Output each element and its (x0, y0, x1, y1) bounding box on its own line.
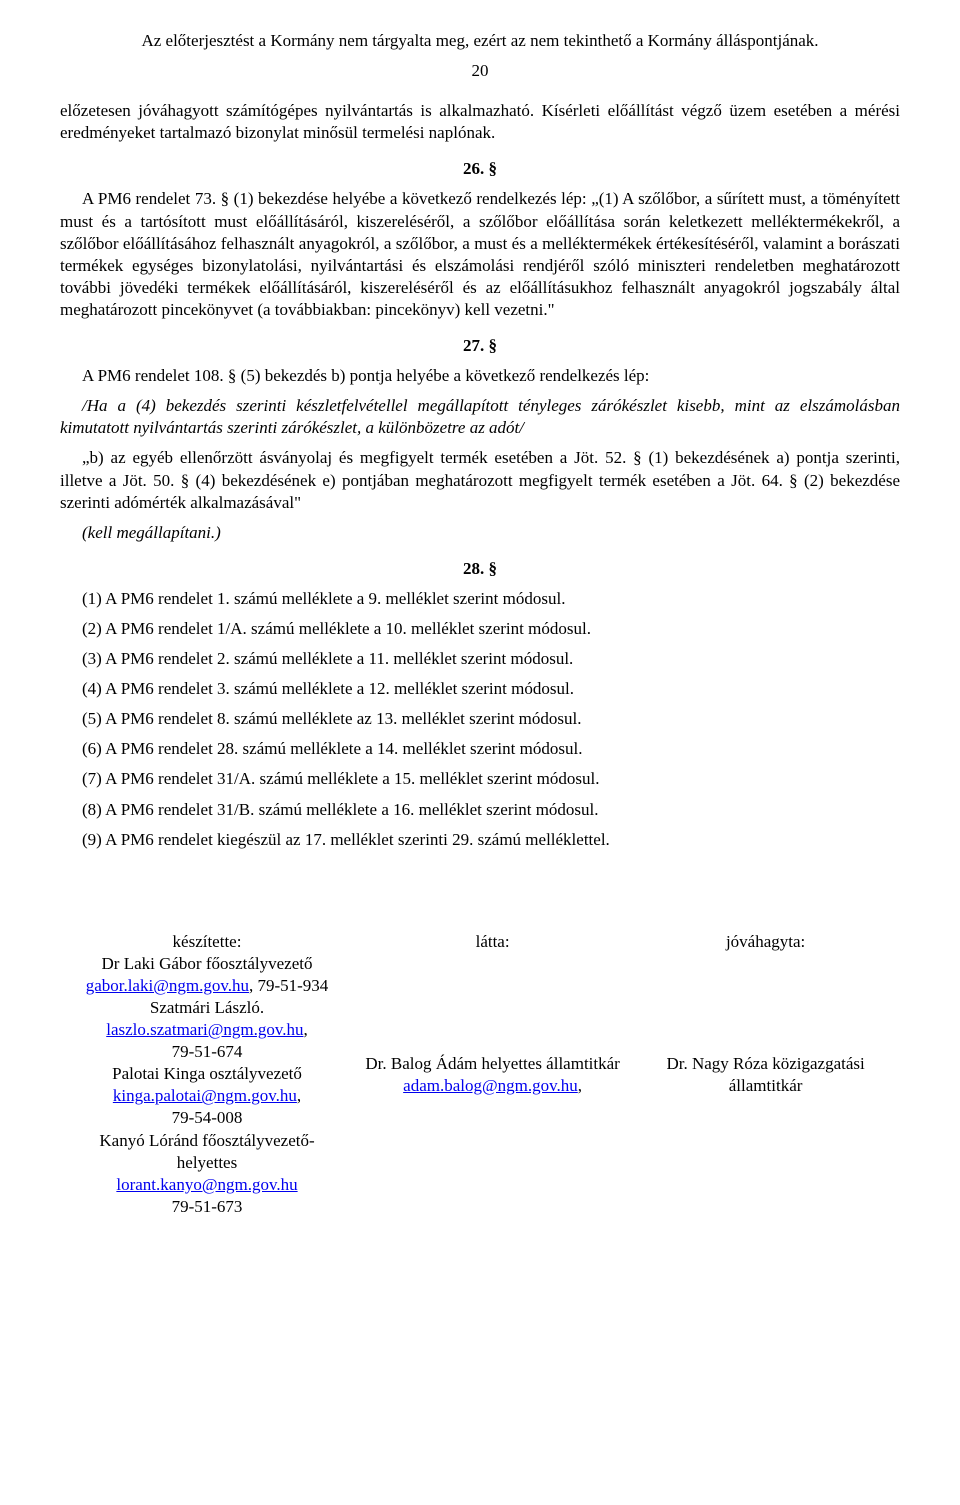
section-28-item-1: (1) A PM6 rendelet 1. számú melléklete a… (60, 588, 900, 610)
page-number: 20 (60, 60, 900, 82)
section-27-italic1: /Ha a (4) bekezdés szerinti készletfelvé… (60, 395, 900, 439)
sig-name-1: Dr Laki Gábor főosztályvezető (60, 953, 354, 975)
section-28-item-4: (4) A PM6 rendelet 3. számú melléklete a… (60, 678, 900, 700)
sig-seen-name: Dr. Balog Ádám helyettes államtitkár (354, 1053, 631, 1075)
sig-col-seen: látta: Dr. Balog Ádám helyettes államtit… (354, 931, 631, 1218)
sig-col-prepared: készítette: Dr Laki Gábor főosztályvezet… (60, 931, 354, 1218)
sig-after-email-1: , 79-51-934 (249, 976, 328, 995)
section-28-item-8: (8) A PM6 rendelet 31/B. számú melléklet… (60, 799, 900, 821)
section-27-line1: A PM6 rendelet 108. § (5) bekezdés b) po… (60, 365, 900, 387)
section-27-italic2: (kell megállapítani.) (60, 522, 900, 544)
sig-email-link-1[interactable]: gabor.laki@ngm.gov.hu (86, 976, 249, 995)
section-28-item-6: (6) A PM6 rendelet 28. számú melléklete … (60, 738, 900, 760)
sig-approved-name2: államtitkár (631, 1075, 900, 1097)
section-27-body: „b) az egyéb ellenőrzött ásványolaj és m… (60, 447, 900, 513)
sig-name-4b: helyettes (60, 1152, 354, 1174)
sig-email-line-2: laszlo.szatmari@ngm.gov.hu, (60, 1019, 354, 1041)
sig-name-2: Szatmári László. (60, 997, 354, 1019)
sig-seen-email-line: adam.balog@ngm.gov.hu, (354, 1075, 631, 1097)
intro-paragraph: előzetesen jóváhagyott számítógépes nyil… (60, 100, 900, 144)
section-28-item-2: (2) A PM6 rendelet 1/A. számú melléklete… (60, 618, 900, 640)
section-27-number: 27. § (60, 335, 900, 357)
section-28-item-3: (3) A PM6 rendelet 2. számú melléklete a… (60, 648, 900, 670)
section-26-number: 26. § (60, 158, 900, 180)
sig-phone-3: 79-54-008 (60, 1107, 354, 1129)
sig-seen-after-email: , (578, 1076, 582, 1095)
sig-email-line-4: lorant.kanyo@ngm.gov.hu (60, 1174, 354, 1196)
sig-header-seen: látta: (354, 931, 631, 953)
section-26-body: A PM6 rendelet 73. § (1) bekezdése helyé… (60, 188, 900, 321)
section-28-item-9: (9) A PM6 rendelet kiegészül az 17. mell… (60, 829, 900, 851)
sig-email-link-2[interactable]: laszlo.szatmari@ngm.gov.hu (106, 1020, 303, 1039)
sig-phone-4: 79-51-673 (60, 1196, 354, 1218)
sig-seen-email-link[interactable]: adam.balog@ngm.gov.hu (403, 1076, 578, 1095)
sig-header-approved: jóváhagyta: (631, 931, 900, 953)
sig-name-3: Palotai Kinga osztályvezető (60, 1063, 354, 1085)
section-28-item-5: (5) A PM6 rendelet 8. számú melléklete a… (60, 708, 900, 730)
sig-header-prepared: készítette: (60, 931, 354, 953)
sig-after-email-3: , (297, 1086, 301, 1105)
sig-name-4a: Kanyó Lóránd főosztályvezető- (60, 1130, 354, 1152)
sig-col-approved: jóváhagyta: Dr. Nagy Róza közigazgatási … (631, 931, 900, 1218)
sig-after-email-2: , (304, 1020, 308, 1039)
header-disclaimer: Az előterjesztést a Kormány nem tárgyalt… (60, 30, 900, 52)
section-28-number: 28. § (60, 558, 900, 580)
section-28-item-7: (7) A PM6 rendelet 31/A. számú melléklet… (60, 768, 900, 790)
sig-email-line-1: gabor.laki@ngm.gov.hu, 79-51-934 (60, 975, 354, 997)
sig-approved-name1: Dr. Nagy Róza közigazgatási (631, 1053, 900, 1075)
sig-email-line-3: kinga.palotai@ngm.gov.hu, (60, 1085, 354, 1107)
sig-phone-2: 79-51-674 (60, 1041, 354, 1063)
signature-table: készítette: Dr Laki Gábor főosztályvezet… (60, 931, 900, 1218)
sig-email-link-4[interactable]: lorant.kanyo@ngm.gov.hu (116, 1175, 297, 1194)
sig-email-link-3[interactable]: kinga.palotai@ngm.gov.hu (113, 1086, 297, 1105)
